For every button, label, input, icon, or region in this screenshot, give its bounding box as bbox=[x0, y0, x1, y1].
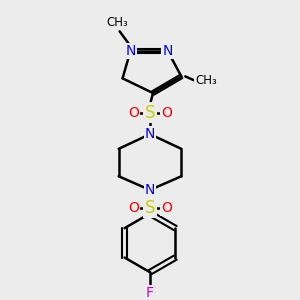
Text: N: N bbox=[145, 127, 155, 141]
Text: N: N bbox=[125, 44, 136, 58]
Text: N: N bbox=[145, 183, 155, 197]
Text: CH₃: CH₃ bbox=[195, 74, 217, 87]
Text: O: O bbox=[128, 106, 139, 120]
Text: S: S bbox=[145, 103, 155, 122]
Text: O: O bbox=[128, 201, 139, 214]
Text: CH₃: CH₃ bbox=[107, 16, 129, 29]
Text: N: N bbox=[162, 44, 173, 58]
Text: F: F bbox=[146, 286, 154, 300]
Text: O: O bbox=[161, 201, 172, 214]
Text: O: O bbox=[161, 106, 172, 120]
Text: S: S bbox=[145, 199, 155, 217]
